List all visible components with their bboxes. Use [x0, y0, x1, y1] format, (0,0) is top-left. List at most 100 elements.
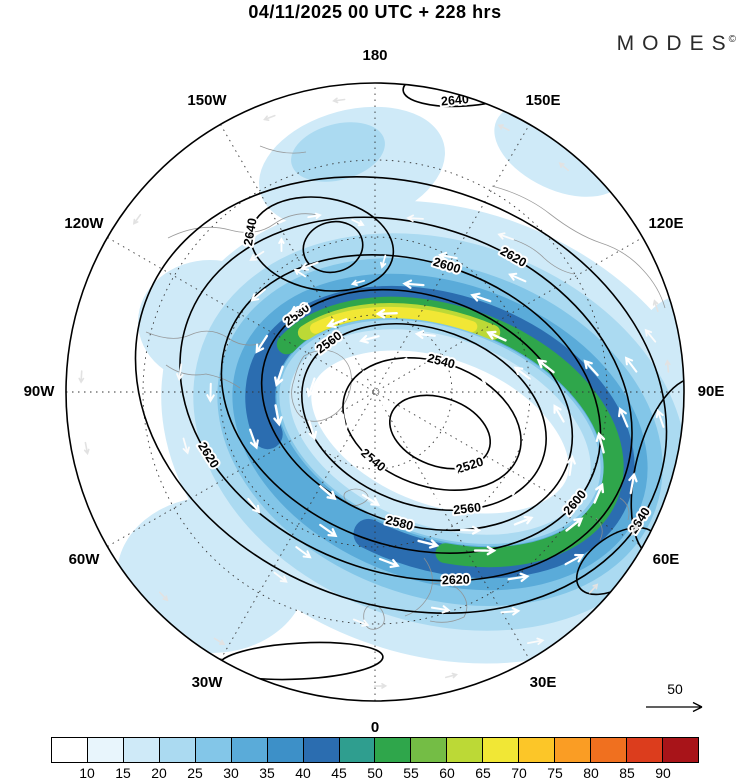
wind-arrow [249, 250, 265, 261]
colorbar-tick: 65 [475, 765, 491, 781]
colorbar-cell [375, 738, 412, 762]
wind-arrow [496, 438, 504, 455]
wind-arrow [78, 370, 85, 384]
longitude-labels: 180 150E 120E 90E 60E 30E 0 30W 60W 90W 120W 150W [24, 47, 725, 736]
wind-arrow [247, 497, 261, 514]
wind-arrow [132, 213, 142, 225]
wind-arrow [402, 279, 425, 289]
colorbar-cell [267, 738, 304, 762]
contour-labels: 2520254025402560256025802580260026002620… [193, 90, 655, 589]
wind-arrow [319, 485, 337, 501]
wind-arrow [652, 299, 659, 313]
contour-label: 2540 [358, 446, 388, 475]
wind-arrows [78, 97, 671, 689]
wind-arrow [593, 482, 605, 504]
colorbar-tick: 25 [187, 765, 203, 781]
colorbar-tick: 50 [367, 765, 383, 781]
colorbar-tick: 15 [115, 765, 131, 781]
wind-arrow [513, 366, 531, 380]
reference-vector-arrow [646, 701, 703, 713]
wind-arrow [529, 457, 539, 476]
wind-arrow [273, 571, 288, 583]
brand-text: MODES [616, 32, 734, 55]
wind-arrow [500, 488, 518, 499]
longitude-label: 90W [24, 383, 56, 400]
colorbar-tick: 75 [547, 765, 563, 781]
wind-arrow [373, 683, 388, 689]
wind-arrow [299, 261, 319, 271]
wind-arrow [278, 237, 285, 252]
longitude-label: 120W [64, 215, 104, 232]
coastlines [145, 145, 666, 630]
longitude-label: 60E [653, 551, 680, 568]
colorbar-tick: 85 [619, 765, 635, 781]
wind-arrow [255, 334, 269, 354]
wind-arrow [595, 431, 606, 454]
wind-arrow [288, 302, 308, 315]
colorbar-cell [591, 738, 627, 762]
wind-arrow [631, 523, 639, 536]
polar-map: 2520254025402560256025802580260026002620… [24, 47, 725, 736]
colorbar-tick: 70 [511, 765, 527, 781]
colorbar-cell [519, 738, 556, 762]
wind-arrow [527, 637, 545, 645]
colorbar-tick: 10 [79, 765, 95, 781]
wind-arrow [326, 318, 348, 329]
wind-arrow [361, 493, 381, 506]
colorbar [51, 737, 699, 763]
colorbar-cell [231, 738, 268, 762]
wind-arrow [508, 272, 527, 283]
wind-arrow [399, 357, 419, 366]
contour-label: 2620 [442, 572, 470, 587]
colorbar-tick: 45 [331, 765, 347, 781]
wind-arrow [564, 553, 585, 566]
colorbar-tick: 55 [403, 765, 419, 781]
colorbar-cell [303, 738, 340, 762]
wind-arrow [425, 495, 444, 504]
brand-logo: MODES© [617, 32, 736, 56]
longitude-label: 150E [525, 92, 560, 109]
wind-arrow [583, 359, 599, 377]
wind-arrow [438, 251, 458, 261]
wind-arrow [307, 212, 322, 219]
colorbar-cell [123, 738, 160, 762]
colorbar-cell [159, 738, 196, 762]
wind-arrow [566, 454, 576, 476]
wind-speed-shading [117, 103, 684, 664]
wind-arrow [375, 308, 398, 319]
wind-arrow [445, 672, 458, 679]
wind-arrow [553, 404, 565, 423]
longitude-label: 120E [648, 215, 683, 232]
colorbar-cell [195, 738, 232, 762]
longitude-label: 180 [362, 47, 387, 64]
wind-arrow [628, 472, 638, 495]
wind-arrow [624, 356, 638, 373]
wind-arrow [565, 517, 584, 532]
colorbar-cell [339, 738, 376, 762]
wind-arrow [332, 97, 346, 104]
wind-arrow [350, 279, 365, 286]
wind-arrow [263, 114, 276, 121]
wind-arrow [249, 428, 259, 450]
wind-arrow [417, 539, 440, 549]
longitude-label: 30W [192, 674, 224, 691]
wind-arrow [378, 557, 400, 568]
wind-arrow [406, 214, 424, 222]
wind-arrow [518, 406, 530, 423]
wind-arrow [644, 328, 657, 343]
wind-arrow [507, 572, 530, 582]
wind-arrow [274, 365, 284, 387]
wind-arrow [293, 268, 307, 278]
wind-arrow [176, 363, 184, 381]
wind-arrow [356, 451, 371, 467]
wind-arrow [655, 409, 665, 428]
wind-arrow [486, 330, 507, 342]
wind-arrow [414, 330, 436, 339]
colorbar-cell [87, 738, 124, 762]
longitude-label: 30E [530, 674, 557, 691]
wind-arrow [470, 292, 492, 303]
longitude-label: 60W [69, 551, 101, 568]
wind-arrow [589, 583, 599, 594]
wind-arrow [306, 377, 316, 398]
wind-arrow [359, 334, 380, 344]
